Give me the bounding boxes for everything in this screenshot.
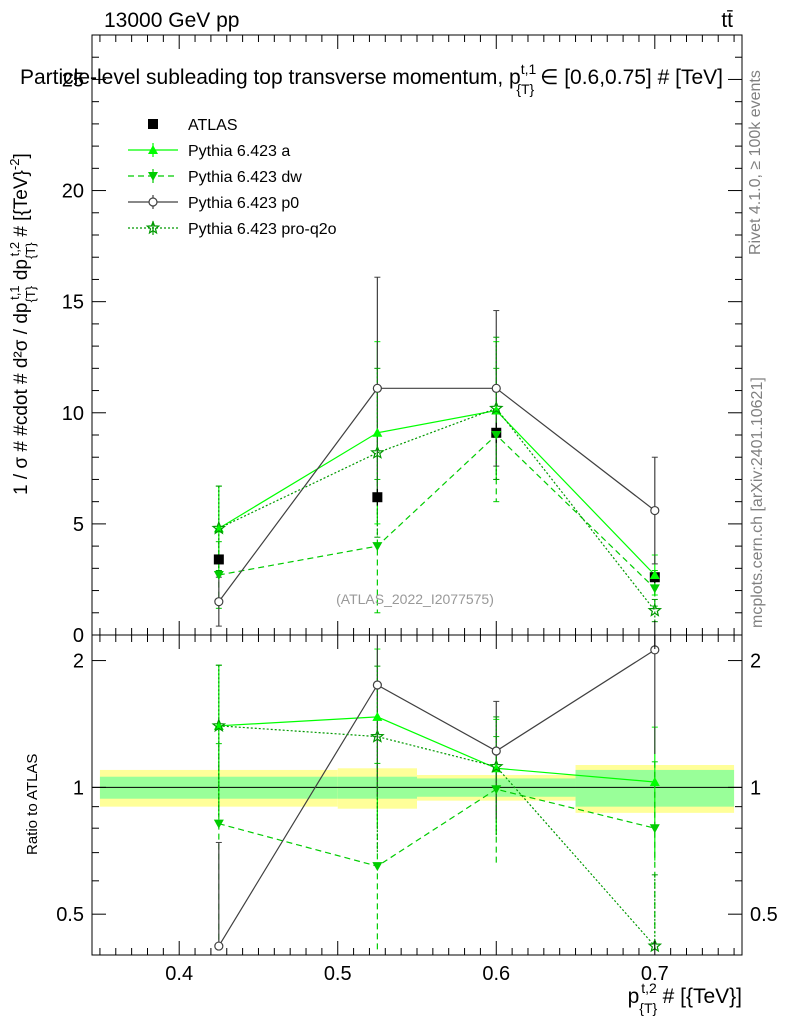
y-tick-label-bottom-right: 0.5 bbox=[750, 904, 778, 926]
atlas-uncertainty-bands bbox=[92, 765, 742, 813]
rivet-label: Rivet 4.1.0, ≥ 100k events bbox=[747, 70, 764, 255]
y-tick-label-top: 0 bbox=[73, 625, 84, 647]
series-line-top bbox=[218, 407, 656, 611]
mc-series-lines bbox=[218, 387, 656, 947]
legend-marker bbox=[148, 197, 158, 207]
series-line-ratio bbox=[218, 788, 655, 867]
series-marker-top bbox=[211, 520, 227, 535]
series-marker-top bbox=[372, 427, 383, 437]
series-marker-top bbox=[491, 383, 501, 393]
series-line-top bbox=[218, 434, 656, 589]
x-tick-label: 0.4 bbox=[165, 963, 193, 985]
legend-label: Pythia 6.423 pro-q2o bbox=[188, 221, 337, 238]
y-tick-label-bottom: 0.5 bbox=[56, 904, 84, 926]
legend-marker bbox=[148, 119, 158, 129]
mcplots-label: mcplots.cern.ch [arXiv:2401.10621] bbox=[749, 377, 766, 628]
series-marker-ratio bbox=[372, 862, 383, 872]
mc-markers bbox=[211, 383, 663, 953]
series-marker-ratio bbox=[649, 776, 660, 786]
series-marker-ratio bbox=[370, 728, 385, 743]
legend-marker bbox=[148, 145, 158, 154]
legend-label: Pythia 6.423 p0 bbox=[188, 195, 299, 212]
y-axis-label-top: 1 / σ # #cdot # d²σ / dp{T}t,1 dp{T}t,2 … bbox=[7, 153, 38, 495]
series-marker-top bbox=[650, 505, 660, 516]
data-point bbox=[372, 492, 383, 503]
y-tick-label-top: 25 bbox=[62, 69, 84, 91]
legend-label: Pythia 6.423 dw bbox=[188, 169, 302, 186]
legend-entry: Pythia 6.423 a bbox=[128, 143, 290, 160]
series-marker-ratio bbox=[649, 824, 660, 834]
y-tick-label-bottom-right: 1 bbox=[750, 777, 761, 799]
y-tick-label-bottom: 1 bbox=[73, 777, 84, 799]
legend-entry: Pythia 6.423 pro-q2o bbox=[128, 220, 337, 238]
x-tick-label: 0.5 bbox=[324, 963, 352, 985]
series-marker-top bbox=[649, 570, 660, 579]
y-tick-label-bottom-right: 2 bbox=[750, 651, 761, 673]
mc-error-bars bbox=[215, 276, 658, 951]
y-tick-label-top: 15 bbox=[62, 292, 84, 314]
process-label: tt̄ bbox=[721, 9, 733, 32]
series-marker-top bbox=[213, 571, 224, 580]
series-marker-ratio bbox=[372, 711, 383, 721]
series-marker-top bbox=[214, 597, 224, 607]
plot-title: Particle-level subleading top transverse… bbox=[20, 61, 723, 97]
legend: ATLAS Pythia 6.423 a Pythia 6.423 dw Pythia… bbox=[128, 117, 337, 238]
series-marker-ratio bbox=[211, 718, 227, 733]
x-tick-label: 0.7 bbox=[641, 963, 669, 985]
tick-labels: 0 5 10 15 20 25 0.5 0.5 1 1 2 2 0.4 0.5 0.6 0.7 bbox=[56, 69, 778, 985]
series-marker-top bbox=[491, 431, 502, 440]
series-marker-ratio bbox=[213, 819, 224, 829]
series-marker-top bbox=[647, 602, 663, 617]
series-marker-ratio bbox=[491, 785, 502, 795]
y-tick-label-top: 10 bbox=[62, 403, 84, 425]
series-marker-top bbox=[649, 584, 660, 594]
data-point bbox=[213, 554, 224, 565]
legend-marker bbox=[145, 220, 161, 235]
series-marker-top bbox=[372, 542, 383, 552]
legend-label: ATLAS bbox=[188, 117, 238, 134]
series-marker-ratio bbox=[491, 746, 501, 756]
series-marker-top bbox=[372, 383, 382, 393]
series-marker-top bbox=[489, 400, 504, 415]
legend-marker bbox=[148, 172, 158, 181]
y-axis-label-bottom: Ratio to ATLAS bbox=[24, 754, 41, 855]
series-line-top bbox=[218, 409, 656, 576]
axis-ticks bbox=[92, 35, 742, 955]
series-marker-ratio bbox=[372, 680, 382, 690]
series-line-ratio bbox=[218, 725, 656, 947]
y-tick-label-top: 5 bbox=[73, 514, 84, 536]
y-tick-label-top: 20 bbox=[62, 181, 84, 203]
series-line-top bbox=[218, 387, 656, 603]
legend-entry: Pythia 6.423 p0 bbox=[128, 195, 299, 212]
x-axis-label: p{T}t,2 # [{TeV}] bbox=[628, 980, 742, 1016]
x-tick-label: 0.6 bbox=[482, 963, 510, 985]
series-marker-ratio bbox=[214, 941, 224, 951]
analysis-watermark: (ATLAS_2022_I2077575) bbox=[336, 591, 494, 607]
series-marker-ratio bbox=[489, 758, 504, 773]
series-line-ratio bbox=[218, 649, 656, 947]
legend-label: Pythia 6.423 a bbox=[188, 143, 290, 160]
legend-entry: ATLAS bbox=[148, 117, 238, 134]
atlas-data-points bbox=[213, 422, 660, 583]
series-marker-top bbox=[370, 445, 385, 459]
series-line-ratio bbox=[218, 716, 655, 783]
energy-label: 13000 GeV pp bbox=[104, 9, 239, 32]
legend-entry: Pythia 6.423 dw bbox=[128, 169, 302, 186]
y-tick-label-bottom: 2 bbox=[73, 651, 84, 673]
series-marker-ratio bbox=[491, 763, 502, 773]
